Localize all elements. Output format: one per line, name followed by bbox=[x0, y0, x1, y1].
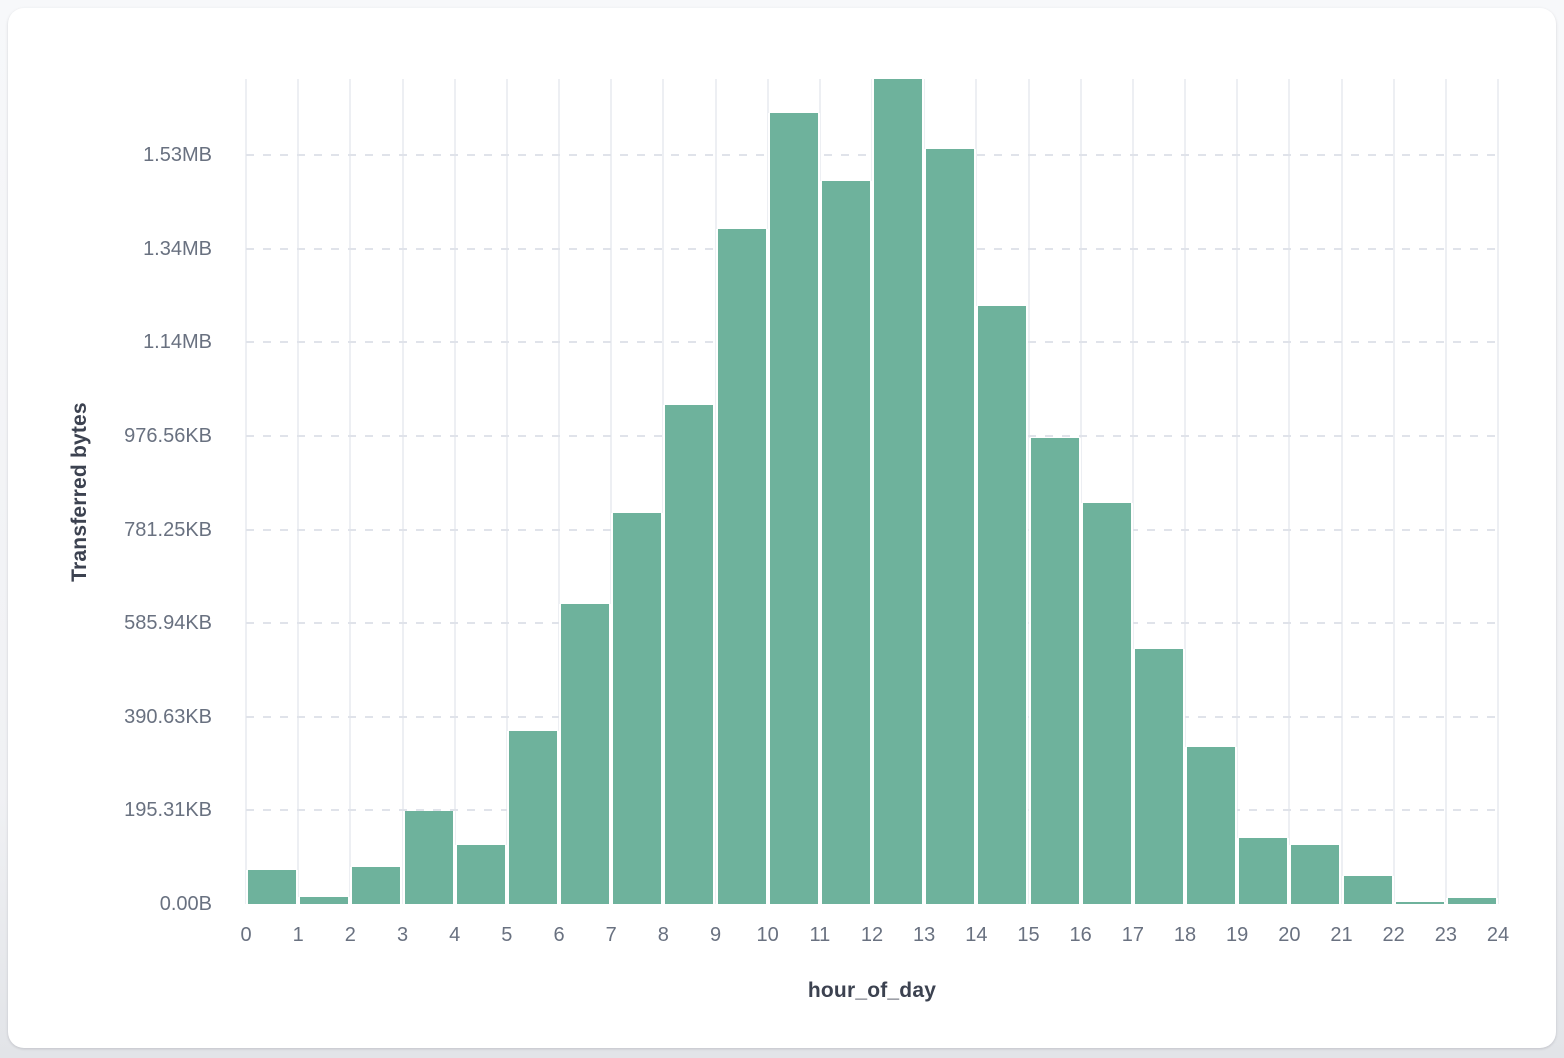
bar-hour-17[interactable] bbox=[1132, 648, 1185, 904]
vertical-gridline-24 bbox=[1497, 79, 1499, 904]
bar-hour-2[interactable] bbox=[350, 867, 403, 904]
bar-hour-7[interactable] bbox=[611, 512, 664, 904]
vertical-gridline-16 bbox=[1079, 79, 1082, 904]
x-tick-19: 19 bbox=[1226, 924, 1249, 946]
x-tick-4: 4 bbox=[449, 924, 461, 946]
x-tick-21: 21 bbox=[1330, 924, 1353, 946]
vertical-gridline-1 bbox=[297, 79, 300, 904]
vertical-gridline-19 bbox=[1236, 79, 1239, 904]
x-tick-6: 6 bbox=[553, 924, 565, 946]
bar-hour-11[interactable] bbox=[819, 181, 872, 904]
bar-hour-21[interactable] bbox=[1341, 875, 1394, 904]
bar-hour-6[interactable] bbox=[559, 603, 612, 904]
y-tick-781.25KB: 781.25KB bbox=[124, 518, 212, 541]
x-tick-12: 12 bbox=[860, 924, 884, 946]
chart-card: 0.00B 195.31KB 390.63KB 585.94KB 781.25KB 976… bbox=[8, 8, 1556, 1048]
x-tick-9: 9 bbox=[709, 924, 722, 946]
vertical-gridline-21 bbox=[1340, 79, 1343, 904]
bar-hour-8[interactable] bbox=[663, 404, 716, 904]
vertical-gridline-17 bbox=[1131, 79, 1134, 904]
y-tick-1.14MB: 1.14MB bbox=[143, 331, 212, 354]
x-axis-title: hour_of_day bbox=[807, 979, 937, 1002]
x-tick-22: 22 bbox=[1382, 924, 1405, 946]
vertical-gridline-18 bbox=[1184, 79, 1186, 904]
bar-hour-9[interactable] bbox=[715, 229, 768, 904]
x-tick-8: 8 bbox=[657, 924, 669, 946]
bar-hour-18[interactable] bbox=[1185, 746, 1238, 904]
bar-hour-13[interactable] bbox=[924, 149, 977, 904]
y-tick-1.53MB: 1.53MB bbox=[143, 144, 212, 167]
x-tick-3: 3 bbox=[396, 924, 409, 946]
x-tick-10: 10 bbox=[756, 924, 779, 946]
vertical-gridline-0 bbox=[245, 79, 247, 904]
bar-hour-0[interactable] bbox=[246, 870, 299, 904]
vertical-gridline-7 bbox=[610, 79, 613, 904]
x-tick-24: 24 bbox=[1486, 924, 1510, 946]
x-tick-2: 2 bbox=[344, 924, 356, 946]
histogram-plot-area bbox=[245, 79, 1499, 904]
x-tick-15: 15 bbox=[1017, 924, 1040, 946]
bar-hour-12[interactable] bbox=[872, 79, 925, 904]
bar-hour-14[interactable] bbox=[976, 305, 1029, 904]
x-tick-23: 23 bbox=[1434, 924, 1457, 946]
bar-hour-23[interactable] bbox=[1445, 897, 1498, 904]
vertical-gridline-2 bbox=[349, 79, 352, 904]
bar-hour-19[interactable] bbox=[1237, 838, 1290, 904]
vertical-gridline-23 bbox=[1444, 79, 1447, 904]
y-tick-1.34MB: 1.34MB bbox=[143, 237, 212, 260]
y-tick-390.63KB: 390.63KB bbox=[124, 705, 212, 728]
vertical-gridline-6 bbox=[558, 79, 560, 904]
bar-hour-1[interactable] bbox=[298, 896, 351, 904]
x-tick-7: 7 bbox=[605, 924, 617, 946]
bar-hour-16[interactable] bbox=[1080, 503, 1133, 904]
x-tick-13: 13 bbox=[913, 924, 936, 946]
y-tick-585.94KB: 585.94KB bbox=[124, 612, 212, 635]
bar-hour-15[interactable] bbox=[1028, 438, 1081, 904]
vertical-gridline-5 bbox=[505, 79, 508, 904]
vertical-gridline-22 bbox=[1392, 79, 1395, 904]
x-tick-20: 20 bbox=[1278, 924, 1301, 946]
bar-hour-10[interactable] bbox=[767, 113, 820, 904]
vertical-gridline-4 bbox=[453, 79, 456, 904]
bar-hour-22[interactable] bbox=[1393, 901, 1446, 904]
x-tick-5: 5 bbox=[501, 924, 513, 946]
x-tick-17: 17 bbox=[1121, 924, 1144, 946]
vertical-gridline-3 bbox=[401, 79, 404, 904]
bar-hour-3[interactable] bbox=[402, 811, 455, 904]
x-tick-11: 11 bbox=[809, 924, 831, 946]
x-tick-1: 1 bbox=[292, 924, 304, 946]
x-tick-18: 18 bbox=[1173, 924, 1197, 946]
x-tick-0: 0 bbox=[240, 924, 252, 946]
x-tick-16: 16 bbox=[1069, 924, 1092, 946]
x-tick-14: 14 bbox=[965, 924, 988, 946]
y-tick-976.56KB: 976.56KB bbox=[124, 425, 212, 448]
vertical-gridline-20 bbox=[1288, 79, 1291, 904]
bar-hour-20[interactable] bbox=[1289, 845, 1342, 904]
y-tick-195.31KB: 195.31KB bbox=[124, 799, 212, 822]
y-tick-0.00B: 0.00B bbox=[159, 893, 212, 915]
bar-hour-5[interactable] bbox=[506, 730, 559, 904]
bar-hour-4[interactable] bbox=[454, 845, 507, 904]
